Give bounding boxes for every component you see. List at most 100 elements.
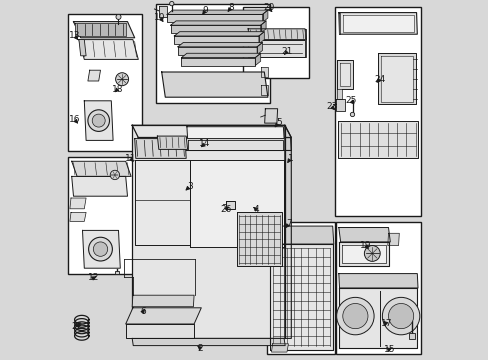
Polygon shape [258, 32, 264, 44]
Bar [68, 14, 142, 151]
Polygon shape [338, 228, 389, 242]
Polygon shape [79, 40, 86, 56]
Text: 10: 10 [154, 13, 165, 22]
Text: 7: 7 [285, 219, 291, 228]
Polygon shape [181, 58, 255, 66]
Bar [336, 222, 420, 354]
Polygon shape [260, 67, 267, 77]
Polygon shape [73, 22, 134, 38]
Polygon shape [187, 140, 283, 150]
Text: 14: 14 [199, 139, 210, 148]
Circle shape [364, 246, 380, 261]
Polygon shape [337, 60, 352, 89]
Polygon shape [338, 13, 416, 34]
Polygon shape [343, 15, 413, 32]
Circle shape [116, 14, 121, 19]
Circle shape [336, 297, 373, 335]
Polygon shape [88, 70, 101, 81]
Polygon shape [134, 139, 186, 158]
Polygon shape [132, 125, 284, 338]
Polygon shape [262, 10, 267, 22]
Polygon shape [257, 42, 262, 55]
Polygon shape [170, 21, 265, 25]
Polygon shape [338, 274, 417, 288]
Text: 16: 16 [69, 115, 80, 124]
Polygon shape [167, 10, 267, 14]
Bar [266, 222, 335, 354]
Polygon shape [174, 32, 264, 36]
Bar [334, 7, 420, 216]
Circle shape [92, 114, 105, 127]
Text: 23: 23 [325, 102, 337, 111]
Polygon shape [225, 201, 235, 209]
Polygon shape [338, 242, 387, 266]
Circle shape [88, 237, 112, 261]
Text: 22: 22 [71, 322, 82, 330]
Polygon shape [339, 63, 349, 86]
Polygon shape [178, 47, 257, 55]
Text: 11: 11 [124, 154, 136, 163]
Polygon shape [236, 212, 282, 266]
Polygon shape [387, 233, 399, 246]
Circle shape [342, 303, 367, 329]
Polygon shape [138, 138, 291, 150]
Polygon shape [132, 295, 194, 307]
Text: 9: 9 [203, 5, 208, 14]
Polygon shape [84, 101, 113, 140]
Polygon shape [186, 127, 284, 139]
Text: 15: 15 [383, 346, 394, 354]
Text: 3: 3 [186, 182, 192, 191]
Polygon shape [247, 40, 305, 57]
Polygon shape [159, 6, 167, 17]
Circle shape [115, 73, 128, 86]
Text: 20: 20 [263, 3, 274, 12]
Text: 2: 2 [197, 344, 203, 353]
Text: 12: 12 [87, 274, 99, 282]
Polygon shape [125, 324, 194, 338]
Polygon shape [132, 338, 285, 346]
Circle shape [93, 242, 107, 256]
Polygon shape [380, 56, 412, 102]
Polygon shape [134, 160, 190, 245]
Text: 13: 13 [69, 31, 80, 40]
Text: 6: 6 [140, 307, 145, 316]
Polygon shape [157, 136, 187, 149]
Polygon shape [377, 53, 415, 104]
Polygon shape [247, 29, 306, 40]
Text: 19: 19 [359, 241, 370, 250]
Polygon shape [167, 14, 262, 22]
Bar [408, 333, 414, 339]
Polygon shape [125, 308, 201, 324]
Text: 8: 8 [227, 3, 233, 12]
Polygon shape [264, 109, 277, 123]
Polygon shape [181, 53, 260, 58]
Polygon shape [337, 121, 417, 158]
Text: 1: 1 [287, 154, 293, 163]
Circle shape [110, 170, 120, 180]
Polygon shape [72, 161, 131, 176]
Text: 18: 18 [112, 85, 123, 94]
Polygon shape [82, 230, 120, 268]
Text: 26: 26 [220, 205, 231, 214]
Polygon shape [260, 85, 267, 95]
Polygon shape [269, 226, 333, 244]
Bar [155, 4, 269, 103]
Polygon shape [284, 125, 291, 338]
Text: 25: 25 [345, 96, 356, 105]
Polygon shape [338, 13, 339, 34]
Text: 21: 21 [281, 48, 292, 57]
Bar [115, 271, 119, 274]
Polygon shape [70, 198, 86, 209]
Circle shape [88, 110, 109, 131]
Polygon shape [335, 99, 344, 111]
Bar [264, 250, 269, 257]
Polygon shape [260, 21, 265, 33]
Polygon shape [341, 245, 385, 263]
Polygon shape [162, 72, 267, 97]
Bar [68, 157, 142, 274]
Polygon shape [132, 125, 291, 138]
Circle shape [349, 112, 354, 117]
Bar [243, 7, 309, 78]
Text: 17: 17 [380, 320, 392, 328]
Text: 24: 24 [373, 75, 385, 84]
